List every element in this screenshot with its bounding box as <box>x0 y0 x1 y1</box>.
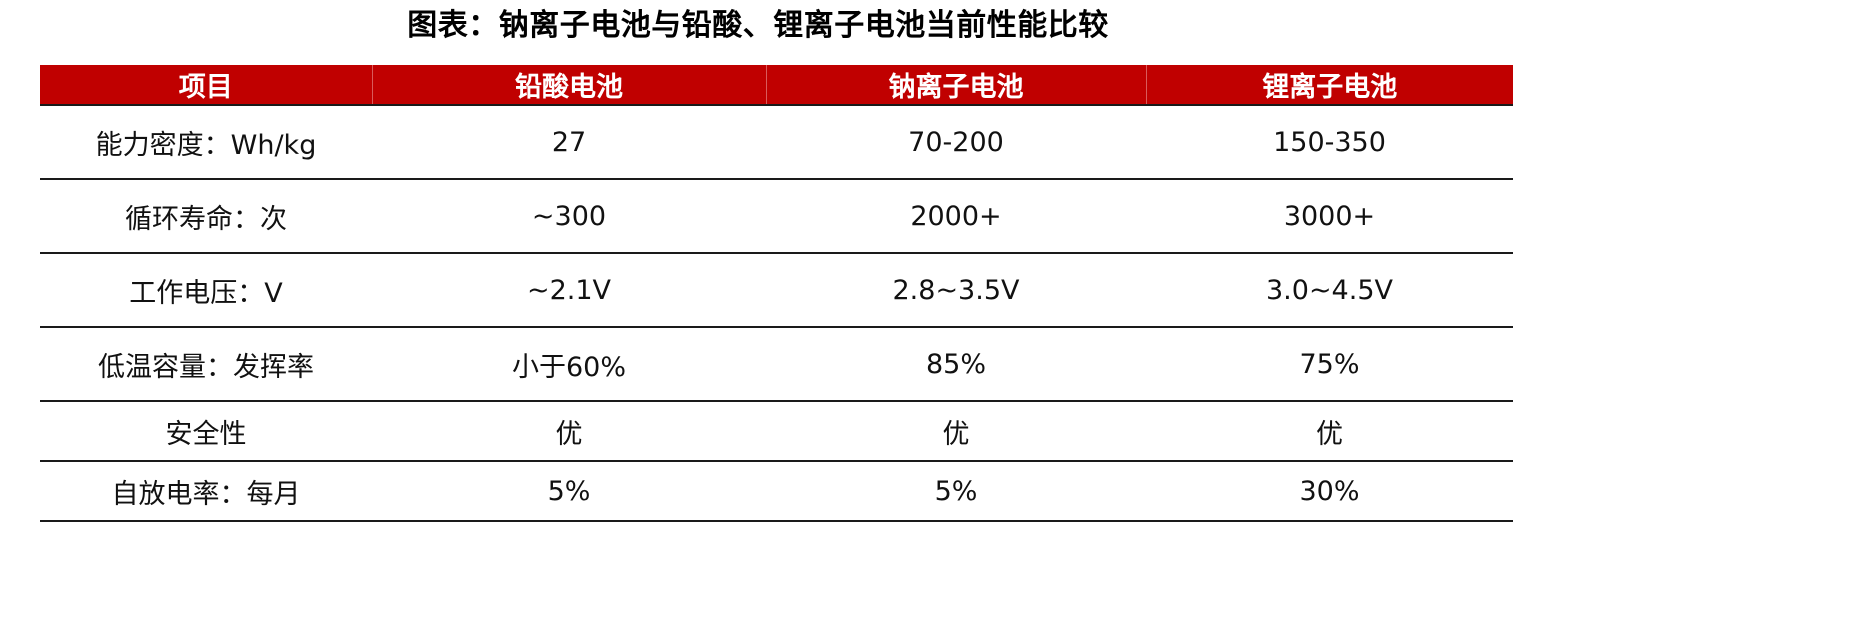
table-row: 能力密度：Wh/kg 27 70-200 150-350 <box>40 105 1513 180</box>
cell-sodium-ion: 85% <box>766 327 1146 402</box>
cell-lithium-ion: 优 <box>1146 401 1513 462</box>
row-label: 循环寿命：次 <box>40 179 372 254</box>
header-lead-acid: 铅酸电池 <box>371 65 766 106</box>
table-row: 循环寿命：次 ~300 2000+ 3000+ <box>40 179 1513 254</box>
header-lithium-ion: 锂离子电池 <box>1145 65 1513 106</box>
cell-sodium-ion: 70-200 <box>766 105 1146 180</box>
cell-lithium-ion: 75% <box>1146 327 1513 402</box>
cell-sodium-ion: 2000+ <box>766 179 1146 254</box>
cell-lithium-ion: 3000+ <box>1146 179 1513 254</box>
cell-lead-acid: 小于60% <box>372 327 766 402</box>
header-row: 项目 铅酸电池 钠离子电池 锂离子电池 <box>40 65 1513 106</box>
row-label: 低温容量：发挥率 <box>40 327 372 402</box>
header-sodium-ion: 钠离子电池 <box>765 65 1146 106</box>
table-row: 自放电率：每月 5% 5% 30% <box>40 461 1513 522</box>
row-label: 安全性 <box>40 401 372 462</box>
cell-sodium-ion: 2.8~3.5V <box>766 253 1146 328</box>
cell-lead-acid: 优 <box>372 401 766 462</box>
comparison-table: 项目 铅酸电池 钠离子电池 锂离子电池 能力密度：Wh/kg 27 70-200… <box>40 65 1513 522</box>
table-row: 工作电压：V ~2.1V 2.8~3.5V 3.0~4.5V <box>40 253 1513 328</box>
cell-lead-acid: ~2.1V <box>372 253 766 328</box>
row-label: 自放电率：每月 <box>40 461 372 522</box>
table-row: 安全性 优 优 优 <box>40 401 1513 462</box>
cell-lead-acid: 5% <box>372 461 766 522</box>
cell-lithium-ion: 150-350 <box>1146 105 1513 180</box>
row-label: 能力密度：Wh/kg <box>40 105 372 180</box>
figure-title: 图表：钠离子电池与铅酸、锂离子电池当前性能比较 <box>407 8 1109 43</box>
cell-lithium-ion: 3.0~4.5V <box>1146 253 1513 328</box>
row-label: 工作电压：V <box>40 253 372 328</box>
cell-lead-acid: 27 <box>372 105 766 180</box>
cell-sodium-ion: 优 <box>766 401 1146 462</box>
header-item: 项目 <box>40 65 372 106</box>
cell-lithium-ion: 30% <box>1146 461 1513 522</box>
table-row: 低温容量：发挥率 小于60% 85% 75% <box>40 327 1513 402</box>
cell-sodium-ion: 5% <box>766 461 1146 522</box>
cell-lead-acid: ~300 <box>372 179 766 254</box>
